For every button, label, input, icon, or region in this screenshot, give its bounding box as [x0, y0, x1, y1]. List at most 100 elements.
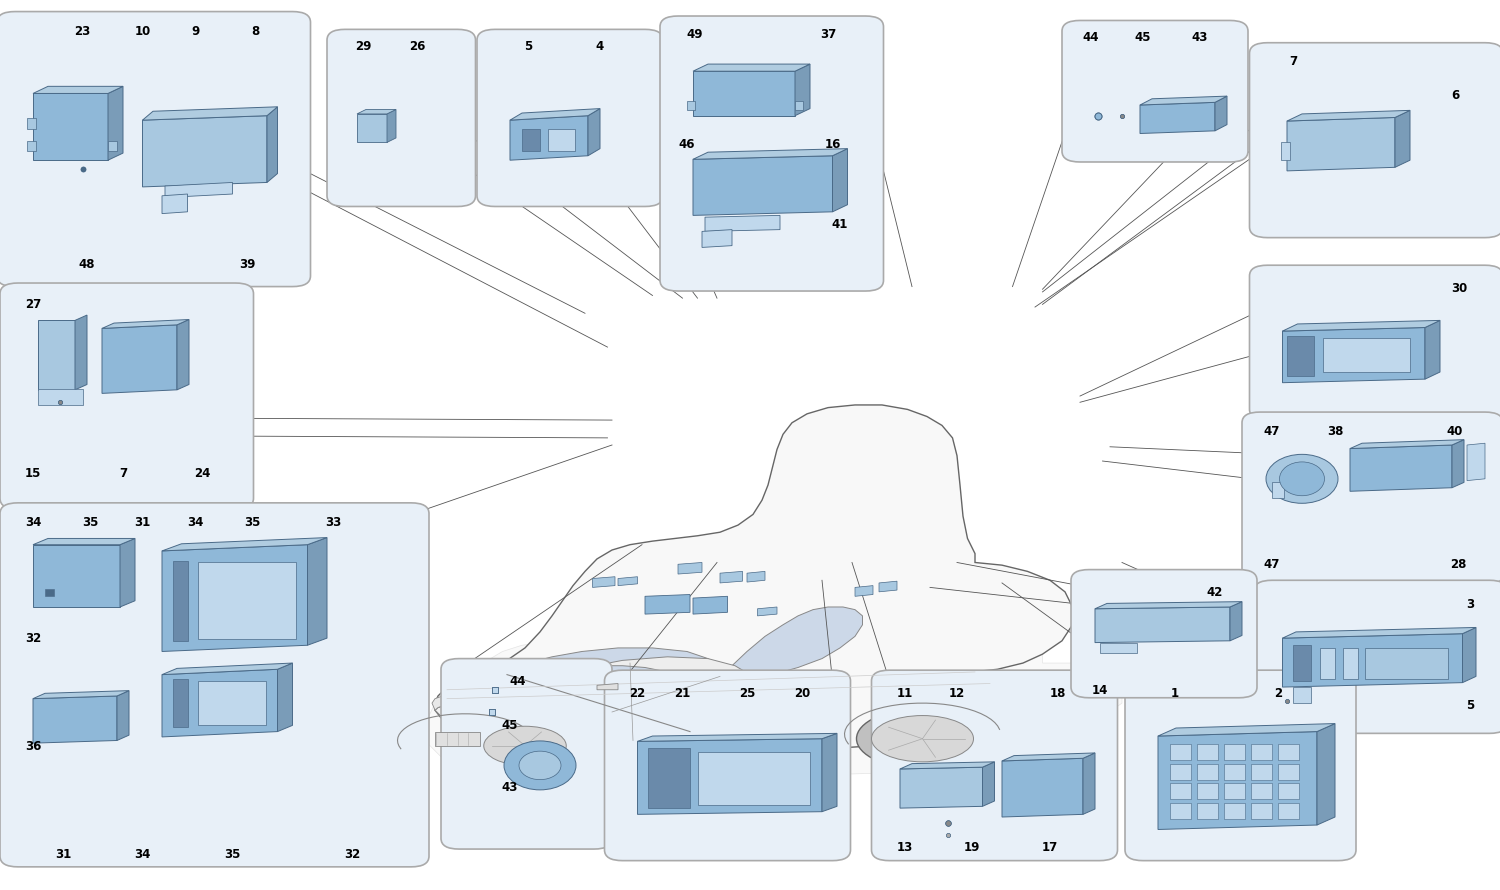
Text: 9: 9	[190, 25, 200, 38]
Polygon shape	[510, 109, 600, 120]
Text: 31: 31	[135, 516, 150, 530]
Text: 24: 24	[195, 467, 210, 481]
Polygon shape	[900, 762, 995, 769]
Polygon shape	[1140, 102, 1215, 134]
Bar	[1197, 764, 1218, 780]
Text: 28: 28	[1450, 558, 1466, 571]
Polygon shape	[1083, 753, 1095, 814]
Polygon shape	[142, 116, 267, 187]
Polygon shape	[1095, 602, 1242, 609]
Text: 34: 34	[26, 516, 40, 530]
Bar	[1224, 803, 1245, 819]
Bar	[687, 101, 694, 110]
Polygon shape	[1350, 445, 1452, 491]
Polygon shape	[162, 669, 278, 737]
Text: 32: 32	[26, 632, 40, 645]
Text: 19: 19	[964, 841, 980, 854]
Text: 27: 27	[26, 298, 40, 312]
Text: 38: 38	[1328, 425, 1342, 438]
Polygon shape	[162, 194, 188, 214]
Polygon shape	[1467, 443, 1485, 481]
FancyBboxPatch shape	[871, 670, 1118, 861]
Bar	[1197, 744, 1218, 760]
FancyBboxPatch shape	[327, 29, 476, 206]
Ellipse shape	[856, 708, 988, 769]
FancyBboxPatch shape	[1071, 570, 1257, 698]
Text: 36: 36	[26, 740, 40, 754]
Bar	[1278, 744, 1299, 760]
Bar	[1197, 783, 1218, 799]
Ellipse shape	[483, 726, 567, 765]
Text: 5: 5	[524, 40, 532, 53]
Polygon shape	[1425, 320, 1440, 379]
Polygon shape	[33, 691, 129, 699]
Text: 34: 34	[188, 516, 202, 530]
Text: 45: 45	[1134, 31, 1152, 44]
Polygon shape	[1282, 627, 1476, 638]
Bar	[198, 562, 296, 639]
Bar	[1251, 783, 1272, 799]
Polygon shape	[177, 320, 189, 390]
Text: 39: 39	[240, 258, 255, 271]
Text: 45: 45	[501, 719, 519, 732]
Bar	[698, 752, 810, 805]
Text: 7: 7	[118, 467, 128, 481]
Polygon shape	[162, 538, 327, 551]
Bar	[27, 118, 36, 129]
Ellipse shape	[471, 720, 579, 772]
Text: 31: 31	[56, 848, 70, 862]
Text: 21: 21	[675, 687, 690, 700]
Ellipse shape	[871, 716, 974, 762]
Bar	[1287, 336, 1314, 376]
Text: 34: 34	[135, 848, 150, 862]
Polygon shape	[1287, 117, 1395, 171]
FancyBboxPatch shape	[0, 283, 254, 509]
Polygon shape	[693, 596, 728, 614]
Text: 32: 32	[345, 848, 360, 862]
Text: 47: 47	[1264, 425, 1280, 438]
Bar	[198, 681, 266, 725]
Polygon shape	[1095, 607, 1230, 643]
Polygon shape	[705, 215, 780, 231]
Text: 18: 18	[1050, 687, 1065, 700]
Polygon shape	[1158, 724, 1335, 736]
Polygon shape	[510, 116, 588, 160]
FancyBboxPatch shape	[1254, 580, 1500, 733]
Text: 7: 7	[1288, 55, 1298, 69]
Text: 3: 3	[1466, 598, 1474, 611]
Text: 4: 4	[596, 40, 604, 53]
Text: 49: 49	[686, 28, 702, 42]
Polygon shape	[1282, 328, 1425, 383]
Polygon shape	[488, 666, 693, 734]
Bar	[1251, 744, 1272, 760]
Text: 44: 44	[1083, 31, 1098, 44]
Polygon shape	[33, 538, 135, 545]
Polygon shape	[879, 581, 897, 592]
FancyBboxPatch shape	[1250, 43, 1500, 238]
Polygon shape	[693, 149, 847, 159]
Polygon shape	[1282, 320, 1440, 331]
Polygon shape	[795, 64, 810, 116]
Polygon shape	[723, 607, 862, 679]
Polygon shape	[165, 182, 232, 198]
Text: 33: 33	[326, 516, 340, 530]
Polygon shape	[308, 538, 327, 645]
Text: 11: 11	[897, 687, 912, 700]
Polygon shape	[1282, 634, 1462, 687]
Polygon shape	[162, 663, 292, 675]
Text: 23: 23	[75, 25, 90, 38]
FancyBboxPatch shape	[477, 29, 663, 206]
Bar	[1100, 643, 1137, 653]
Bar	[1278, 783, 1299, 799]
Polygon shape	[1215, 96, 1227, 131]
Text: 35: 35	[244, 516, 260, 530]
Polygon shape	[162, 545, 308, 651]
Text: 2: 2	[1274, 687, 1282, 700]
Polygon shape	[267, 107, 278, 182]
Bar	[1224, 744, 1245, 760]
Bar	[172, 679, 188, 727]
Bar	[1224, 783, 1245, 799]
Text: 44: 44	[509, 675, 525, 688]
Polygon shape	[1002, 753, 1095, 761]
Bar	[1170, 803, 1191, 819]
